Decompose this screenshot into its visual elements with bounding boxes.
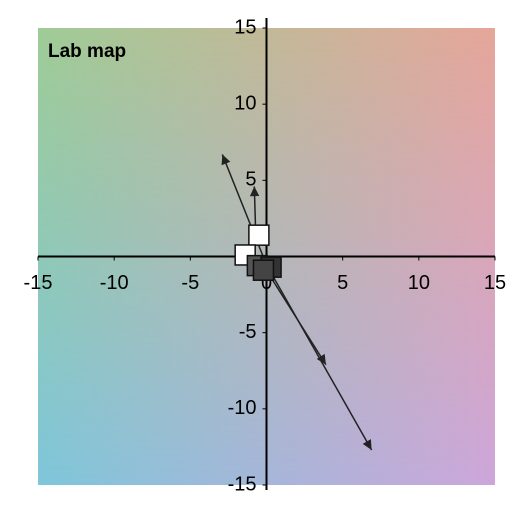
x-tick-label: -5 xyxy=(181,272,199,294)
point xyxy=(252,259,275,281)
arrow-line xyxy=(262,265,327,366)
x-tick-label: 15 xyxy=(484,272,506,294)
x-tick-label: -10 xyxy=(100,272,129,294)
x-tick-label: 10 xyxy=(408,272,430,294)
point xyxy=(248,224,270,246)
arrow-head xyxy=(362,439,372,450)
x-tick-label: -15 xyxy=(24,272,53,294)
y-tick-label: -15 xyxy=(228,473,257,495)
chart-title: Lab map xyxy=(48,41,126,62)
x-tick-label: 0 xyxy=(261,272,272,294)
y-tick-label: 5 xyxy=(245,169,256,191)
y-tick-label: -10 xyxy=(228,397,257,419)
y-tick-label: 15 xyxy=(234,16,256,38)
arrow-head xyxy=(316,353,326,365)
arrow-head xyxy=(249,186,260,197)
x-tick-label: 5 xyxy=(337,272,348,294)
y-tick-label: 10 xyxy=(234,92,256,114)
y-tick-label: -5 xyxy=(239,321,257,343)
arrow-head xyxy=(221,154,231,166)
